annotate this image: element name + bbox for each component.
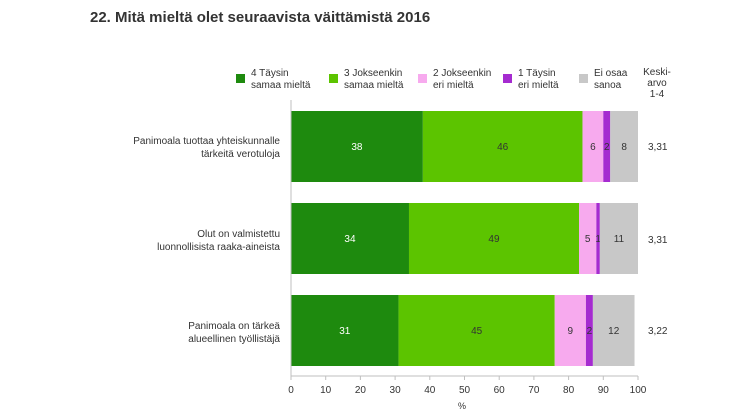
data-label-2-3: 5 — [585, 234, 591, 245]
x-tick-label-6: 60 — [494, 385, 506, 396]
legend-swatch-5 — [579, 74, 588, 83]
x-tick-label-9: 90 — [598, 385, 610, 396]
legend-swatch-4 — [503, 74, 512, 83]
legend-swatch-3 — [418, 74, 427, 83]
average-value-1: 3,31 — [648, 142, 668, 153]
bar-segment-2-5 — [599, 203, 638, 274]
category-label-1: Panimoala tuottaa yhteiskunnalle tärkeit… — [133, 136, 280, 160]
data-label-1-3: 6 — [590, 142, 596, 153]
bar-segment-1-5 — [610, 111, 638, 182]
x-tick-label-1: 10 — [320, 385, 332, 396]
bar-segment-2-3 — [579, 203, 597, 274]
legend-label-2: 3 Jokseenkin samaa mieltä — [344, 68, 404, 91]
x-tick-label-10: 100 — [630, 385, 647, 396]
category-label-3: Panimoala on tärkeä alueellinen työllist… — [188, 321, 280, 345]
bar-segment-3-3 — [554, 295, 586, 366]
category-label-2: Olut on valmistettu luonnollisista raaka… — [157, 229, 280, 253]
x-tick-label-8: 80 — [563, 385, 575, 396]
legend-item-3: 2 Jokseenkin eri mieltä — [418, 68, 491, 92]
average-header: Keski- arvo 1-4 — [643, 67, 671, 100]
x-axis-label: % — [458, 401, 467, 411]
legend-label-5: Ei osaa sanoa — [594, 68, 628, 91]
data-label-1-4: 2 — [604, 142, 610, 153]
legend-swatch-1 — [236, 74, 245, 83]
data-label-3-5: 12 — [608, 326, 620, 337]
data-label-3-1: 31 — [339, 326, 351, 337]
bar-segment-2-4 — [596, 203, 600, 274]
bar-segment-3-2 — [398, 295, 555, 366]
x-tick-label-4: 40 — [424, 385, 436, 396]
legend-item-4: 1 Täysin eri mieltä — [503, 68, 559, 92]
data-label-2-2: 49 — [488, 234, 500, 245]
bar-segment-3-5 — [592, 295, 635, 366]
bar-segment-1-4 — [603, 111, 611, 182]
data-label-2-4: 1 — [595, 234, 601, 245]
chart-title: 22. Mitä mieltä olet seuraavista väittäm… — [90, 9, 431, 26]
legend-label-4: 1 Täysin eri mieltä — [518, 68, 559, 91]
bar-segment-2-1 — [291, 203, 409, 274]
x-tick-label-7: 70 — [528, 385, 540, 396]
bar-segment-1-2 — [422, 111, 583, 182]
average-value-3: 3,22 — [648, 326, 668, 337]
data-label-3-4: 2 — [587, 326, 593, 337]
bar-segment-1-3 — [582, 111, 604, 182]
x-tick-label-3: 30 — [390, 385, 402, 396]
bar-segment-3-1 — [291, 295, 399, 366]
data-label-2-5: 11 — [614, 234, 625, 245]
data-label-3-3: 9 — [568, 326, 574, 337]
legend-swatch-2 — [329, 74, 338, 83]
data-label-1-1: 38 — [351, 142, 363, 153]
legend-item-2: 3 Jokseenkin samaa mieltä — [329, 68, 403, 92]
x-tick-label-0: 0 — [288, 385, 294, 396]
bar-segment-1-1 — [291, 111, 423, 182]
data-label-3-2: 45 — [471, 326, 483, 337]
bar-segment-3-4 — [585, 295, 593, 366]
legend-label-1: 4 Täysin samaa mieltä — [251, 68, 311, 91]
bar-segment-2-2 — [408, 203, 580, 274]
data-label-1-2: 46 — [497, 142, 509, 153]
x-tick-label-5: 50 — [459, 385, 471, 396]
data-label-2-1: 34 — [344, 234, 356, 245]
legend-item-5: Ei osaa sanoa — [579, 68, 627, 92]
data-label-1-5: 8 — [621, 142, 627, 153]
legend-label-3: 2 Jokseenkin eri mieltä — [433, 68, 492, 91]
x-tick-label-2: 20 — [355, 385, 367, 396]
legend-item-1: 4 Täysin samaa mieltä — [236, 68, 310, 92]
average-value-2: 3,31 — [648, 235, 668, 246]
